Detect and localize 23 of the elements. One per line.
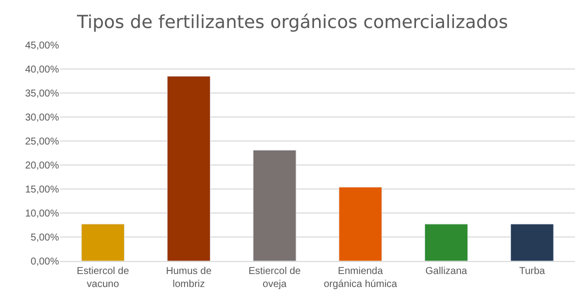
x-tick-label: Turba: [519, 266, 546, 277]
bar: [167, 76, 210, 261]
y-tick-label: 30,00%: [25, 112, 60, 124]
bar: [424, 224, 468, 261]
y-tick-label: 40,00%: [25, 64, 60, 76]
bar: [81, 224, 125, 261]
bar: [252, 150, 296, 261]
y-tick-label: 35,00%: [25, 88, 60, 100]
y-tick-label: 5,00%: [30, 232, 60, 244]
bar: [510, 224, 554, 261]
chart-title: Tipos de fertilizantes orgánicos comercializados: [76, 12, 508, 33]
x-tick-label: Estiercol de oveja: [248, 266, 302, 290]
x-tick-label: Humus de lombriz: [166, 266, 212, 290]
y-tick-label: 45,00%: [25, 40, 60, 52]
y-tick-label: 25,00%: [25, 136, 60, 148]
y-tick-label: 15,00%: [25, 184, 60, 196]
x-tick-label: Enmienda orgánica húmica: [324, 266, 398, 290]
x-tick-label: Gallizana: [425, 266, 468, 277]
bar: [338, 186, 382, 261]
y-tick-label: 10,00%: [25, 208, 60, 220]
y-tick-label: 0,00%: [30, 256, 60, 268]
y-tick-label: 20,00%: [25, 160, 60, 172]
x-tick-label: Estiercol de vacuno: [76, 266, 130, 290]
